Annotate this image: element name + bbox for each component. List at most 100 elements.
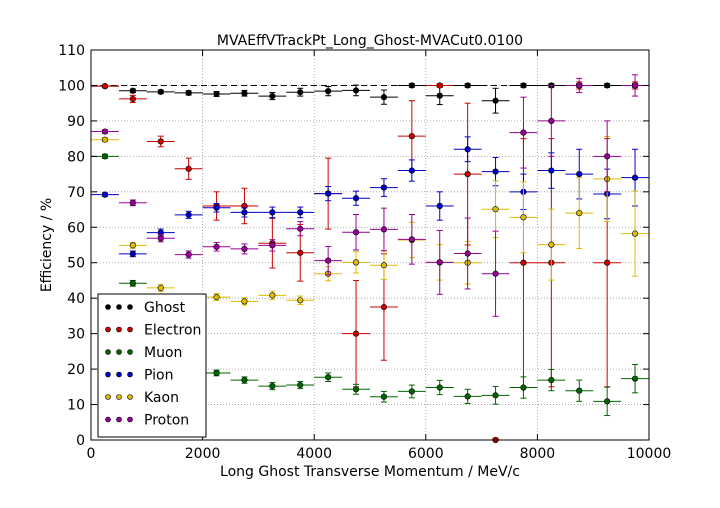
x-tick-label: 0 — [87, 446, 96, 462]
data-point — [408, 133, 415, 140]
data-point — [129, 199, 136, 206]
data-point — [380, 262, 388, 269]
y-tick-label: 110 — [58, 43, 85, 59]
data-point — [408, 388, 415, 395]
data-point — [604, 398, 611, 405]
data-point — [297, 249, 304, 256]
y-tick-label: 40 — [67, 291, 85, 307]
data-point — [492, 97, 499, 104]
data-point — [380, 184, 388, 191]
data-point — [436, 259, 443, 266]
data-point — [101, 191, 109, 198]
data-point — [101, 83, 109, 90]
series-proton — [91, 74, 649, 317]
data-point — [325, 257, 332, 264]
legend-marker — [105, 416, 111, 423]
data-point — [492, 168, 499, 175]
data-point — [436, 92, 443, 99]
legend-label: Pion — [144, 368, 173, 384]
data-point — [269, 292, 276, 299]
data-point — [269, 92, 276, 100]
data-point — [241, 90, 248, 97]
y-tick-label: 80 — [67, 149, 85, 165]
x-tick-label: 8000 — [520, 446, 556, 462]
x-tick-label: 4000 — [296, 446, 332, 462]
data-point — [408, 236, 415, 243]
y-tick-label: 50 — [67, 256, 85, 272]
data-point — [576, 387, 583, 394]
data-point — [464, 170, 471, 178]
data-point — [576, 209, 583, 217]
data-point — [101, 128, 109, 135]
legend-marker — [105, 394, 111, 400]
legend: Ghost Electron Muon Pion Kaon Proton — [97, 293, 207, 438]
data-point — [213, 90, 220, 98]
data-point — [157, 235, 164, 242]
legend-label: Electron — [144, 323, 201, 339]
y-tick-label: 20 — [67, 362, 85, 378]
data-point — [352, 386, 360, 393]
x-tick-label: 10000 — [627, 446, 672, 462]
legend-marker — [127, 349, 133, 355]
data-point — [185, 165, 192, 172]
data-point — [352, 229, 360, 236]
legend-marker — [105, 326, 111, 333]
data-point — [352, 259, 360, 266]
legend-marker — [127, 416, 133, 423]
data-point — [129, 280, 136, 287]
data-point — [325, 374, 332, 381]
data-point — [380, 303, 388, 311]
y-tick-label: 100 — [58, 78, 85, 94]
data-point — [185, 251, 192, 258]
y-tick-label: 30 — [67, 327, 85, 343]
data-point — [408, 167, 415, 174]
legend-label: Muon — [144, 345, 182, 361]
x-tick-label: 2000 — [185, 446, 221, 462]
data-point — [129, 95, 136, 103]
x-tick-label: 6000 — [408, 446, 444, 462]
data-point — [213, 204, 220, 211]
data-point — [464, 82, 471, 89]
legend-marker — [127, 326, 133, 333]
data-point — [213, 369, 220, 377]
data-point — [604, 153, 611, 160]
legend-marker — [116, 416, 122, 423]
data-point — [408, 82, 415, 89]
y-tick-label: 60 — [67, 220, 85, 236]
data-point — [548, 241, 555, 248]
data-point — [492, 392, 499, 399]
data-point — [631, 174, 639, 181]
y-tick-label: 90 — [67, 114, 85, 130]
legend-label: Ghost — [144, 300, 186, 316]
data-point — [631, 82, 639, 89]
data-point — [520, 82, 527, 89]
data-point — [464, 146, 471, 153]
data-point — [157, 284, 164, 292]
legend-marker — [105, 349, 111, 355]
legend-label: Kaon — [144, 390, 179, 406]
legend-marker — [127, 394, 133, 400]
data-point — [436, 202, 443, 210]
data-point — [520, 259, 527, 266]
data-point — [380, 226, 388, 233]
data-point — [213, 294, 220, 301]
data-point — [548, 117, 555, 125]
legend-box — [97, 293, 207, 438]
data-point — [129, 87, 136, 94]
data-point — [297, 381, 304, 389]
data-point — [241, 245, 248, 252]
legend-marker — [116, 394, 122, 400]
legend-marker — [116, 349, 122, 355]
y-axis-label: Efficiency / % — [39, 198, 55, 292]
chart-title: MVAEffVTrackPt_Long_Ghost-MVACut0.0100 — [217, 33, 523, 49]
legend-marker — [127, 371, 133, 378]
data-point — [604, 259, 611, 266]
data-point — [631, 375, 639, 382]
data-point — [464, 393, 471, 400]
y-tick-label: 70 — [67, 185, 85, 201]
legend-label: Proton — [144, 413, 189, 429]
legend-marker — [127, 304, 133, 310]
data-point — [157, 88, 164, 95]
data-point — [269, 209, 276, 216]
